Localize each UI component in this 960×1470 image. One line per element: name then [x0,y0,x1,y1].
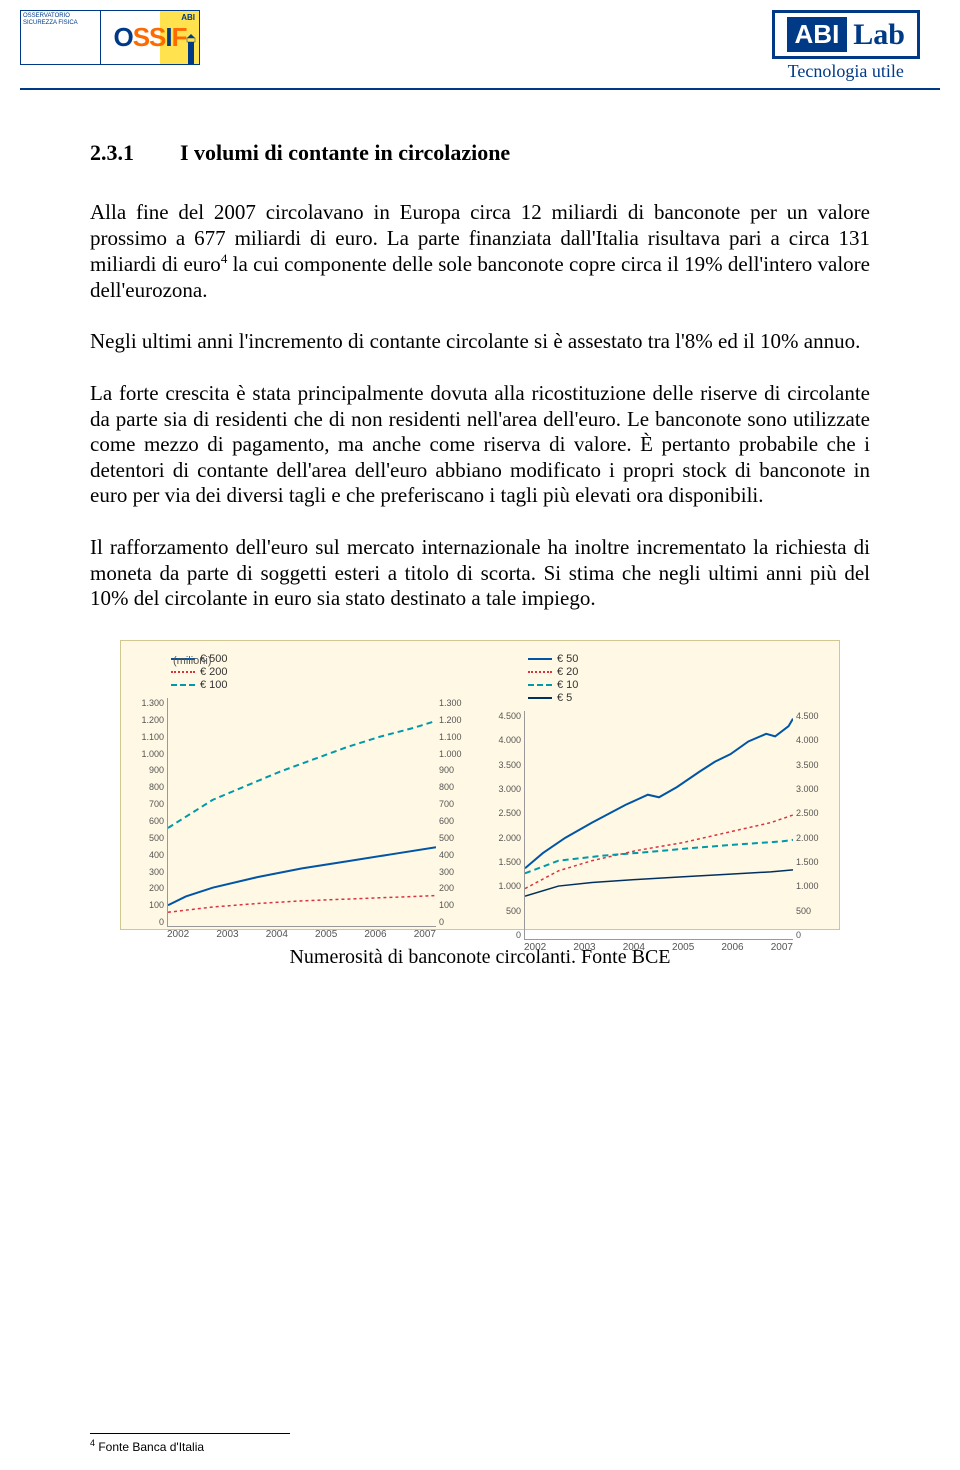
xaxis-right: 200220032004200520062007 [484,942,833,953]
content-area: 2.3.1 I volumi di contante in circolazio… [0,90,960,969]
paragraph-2: Negli ultimi anni l'incremento di contan… [90,329,870,355]
legend-item: € 100 [171,679,476,691]
legend-item: € 200 [171,666,476,678]
yaxis-left-r: 1.3001.2001.1001.00090080070060050040030… [436,698,476,927]
banknote-chart: (milioni) € 500€ 200€ 100 1.3001.2001.10… [120,640,840,930]
abilab-lab: Lab [853,18,905,52]
abilab-tagline: Tecnologia utile [772,61,920,82]
plot-left-svg [168,698,436,926]
abilab-logo: ABI Lab Tecnologia utile [772,10,920,82]
ossif-left-text: OSSERVATORIO SICUREZZA FISICA [21,11,101,64]
legend-right: € 50€ 20€ 10€ 5 [484,649,833,711]
chart-right-panel: € 50€ 20€ 10€ 5 4.5004.0003.5003.0002.50… [484,649,833,925]
ossif-logo: OSSERVATORIO SICUREZZA FISICA ABI OSSIF [20,10,200,65]
page-header: OSSERVATORIO SICUREZZA FISICA ABI OSSIF … [0,0,960,82]
yaxis-left-l: 1.3001.2001.1001.00090080070060050040030… [127,698,167,927]
xaxis-left: 200220032004200520062007 [127,929,476,940]
yaxis-right-l: 4.5004.0003.5003.0002.5002.0001.5001.000… [484,711,524,940]
chart-left-panel: (milioni) € 500€ 200€ 100 1.3001.2001.10… [127,649,476,925]
plot-right [524,711,793,940]
plot-row-right: 4.5004.0003.5003.0002.5002.0001.5001.000… [484,711,833,940]
section-title: I volumi di contante in circolazione [180,140,510,166]
abilab-box: ABI Lab [772,10,920,59]
legend-item: € 500 [171,653,476,665]
paragraph-3: La forte crescita è stata principalmente… [90,381,870,509]
plot-right-svg [525,711,793,939]
ossif-wordmark: OSSIF [113,22,186,53]
chart-unit-label: (milioni) [173,655,212,667]
section-number: 2.3.1 [90,140,180,166]
ossif-right: ABI OSSIF [101,11,199,64]
paragraph-1: Alla fine del 2007 circolavano in Europa… [90,200,870,303]
legend-item: € 10 [528,679,833,691]
footnote-4: 4 Fonte Banca d'Italia [90,1438,204,1454]
ossif-abi: ABI [181,13,195,22]
paragraph-4: Il rafforzamento dell'euro sul mercato i… [90,535,870,612]
legend-item: € 50 [528,653,833,665]
plot-left [167,698,436,927]
yaxis-right-r: 4.5004.0003.5003.0002.5002.0001.5001.000… [793,711,833,940]
section-heading: 2.3.1 I volumi di contante in circolazio… [90,140,870,166]
lighthouse-icon [185,34,197,64]
chart-container: (milioni) € 500€ 200€ 100 1.3001.2001.10… [90,640,870,930]
footnote-rule [90,1433,290,1434]
plot-row-left: 1.3001.2001.1001.00090080070060050040030… [127,698,476,927]
legend-item: € 5 [528,692,833,704]
abilab-abi: ABI [787,17,848,52]
legend-item: € 20 [528,666,833,678]
